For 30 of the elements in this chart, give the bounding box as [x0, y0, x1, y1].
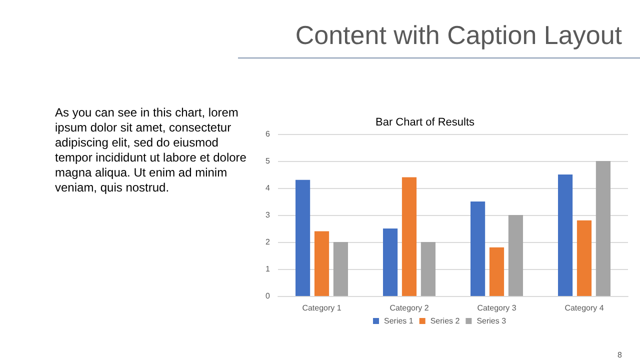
y-tick-label: 0 [266, 292, 271, 300]
bar [489, 247, 504, 296]
y-tick-label: 6 [266, 130, 271, 138]
bar [576, 220, 592, 296]
bar [402, 177, 417, 296]
bar [296, 180, 310, 296]
y-tick-label: 3 [266, 210, 271, 220]
legend-label: Series 3 [476, 316, 507, 326]
x-tick-label: Category 4 [564, 304, 604, 312]
bar [383, 228, 398, 296]
bar [596, 161, 610, 296]
x-tick-label: Category 1 [302, 304, 342, 312]
legend-label: Series 2 [430, 316, 460, 326]
x-tick-label: Category 3 [477, 304, 517, 312]
bar [420, 242, 436, 296]
bar [508, 215, 523, 296]
y-tick-label: 1 [266, 264, 271, 274]
y-tick-label: 5 [266, 156, 271, 166]
text: Content with Caption Layout [295, 20, 623, 50]
x-tick-label: Category 2 [390, 304, 430, 312]
bar [558, 174, 573, 296]
legend-label: Series 1 [384, 316, 414, 326]
bar [314, 231, 330, 296]
text: 8 [618, 350, 623, 360]
bar [333, 242, 348, 296]
chart-title: Bar Chart of Results [375, 116, 476, 128]
bar [470, 202, 486, 296]
y-tick-label: 4 [266, 184, 271, 192]
y-tick-label: 2 [266, 238, 271, 246]
text: As you can see in this chart, lorem ipsum dolor sit amet, consectetur adipiscing elit, sed do eiusmod tempor incididunt ut labore et dolore magna aliqua. Ut enim ad minim veniam, quis nostrud. [55, 106, 250, 194]
